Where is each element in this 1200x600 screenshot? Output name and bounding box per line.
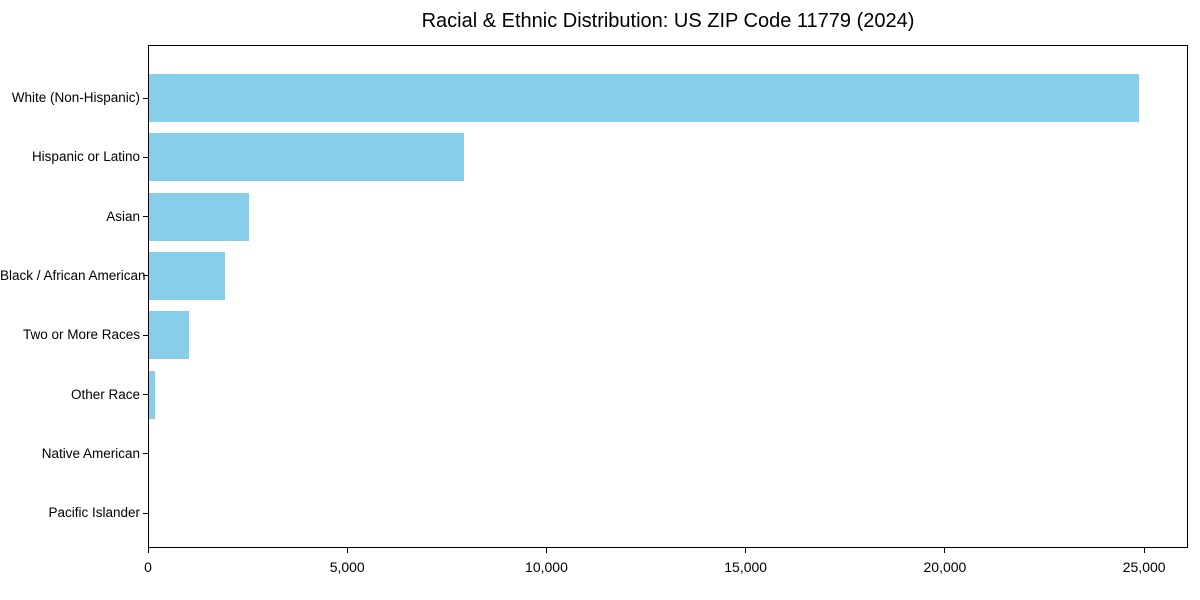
y-tick-mark [143,512,148,514]
y-tick-label-pacific-islander: Pacific Islander [48,505,140,521]
y-tick-mark [143,453,148,455]
y-tick-mark [143,334,148,336]
x-tick-mark [1143,548,1145,553]
y-tick-label-other-race: Other Race [70,386,140,402]
y-tick-mark [143,394,148,395]
y-tick-label-native-american: Native American [41,445,140,461]
bar-other-race [149,370,155,419]
x-tick-mark [545,548,547,553]
x-tick-mark [944,548,946,553]
x-tick-mark [346,548,348,553]
y-tick-label-black-african-american: Black / African American [0,267,146,283]
bar-black-african-american [149,251,225,300]
y-tick-label-hispanic-or-latino: Hispanic or Latino [31,149,140,165]
x-tick-label: 20,000 [923,559,967,575]
y-tick-label-two-or-more-races: Two or More Races [22,327,140,343]
bar-asian [149,192,249,241]
x-tick-label: 5,000 [329,559,365,575]
x-tick-mark [147,548,149,553]
x-tick-mark [745,548,747,553]
y-tick-label-asian: Asian [106,208,140,224]
y-tick-mark [143,97,148,99]
bar-white-non-hispanic [149,74,1140,122]
y-tick-mark [143,216,148,218]
y-tick-label-white-non-hispanic: White (Non-Hispanic) [11,90,140,105]
x-tick-label: 25,000 [1122,559,1166,575]
chart-title: Racial & Ethnic Distribution: US ZIP Cod… [421,10,915,32]
x-tick-label: 10,000 [525,559,568,575]
x-tick-label: 0 [144,559,152,575]
plot-area [148,45,1188,548]
y-tick-mark [143,275,148,277]
bar-hispanic-or-latino [149,133,464,182]
bar-two-or-more-races [149,311,189,360]
x-tick-label: 15,000 [724,559,768,575]
y-tick-mark [143,156,148,158]
